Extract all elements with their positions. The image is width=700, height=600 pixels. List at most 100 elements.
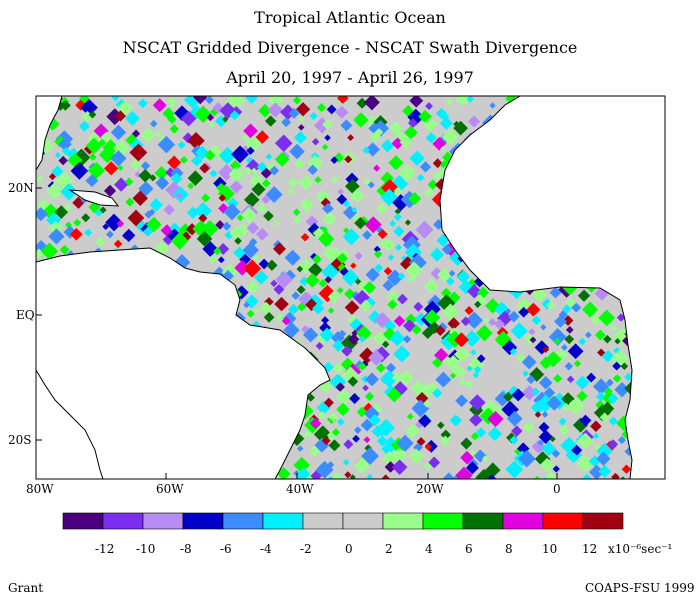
land-caribbean-islands bbox=[68, 189, 120, 207]
divergence-patch bbox=[269, 165, 280, 176]
divergence-patch bbox=[167, 114, 177, 124]
divergence-patch bbox=[321, 436, 331, 446]
divergence-patch bbox=[102, 139, 119, 156]
divergence-patch bbox=[298, 115, 305, 123]
divergence-patch bbox=[124, 177, 134, 187]
divergence-patch bbox=[335, 382, 345, 392]
divergence-patch bbox=[58, 137, 72, 151]
divergence-patch bbox=[268, 96, 284, 108]
colorbar-swatch bbox=[422, 512, 464, 530]
divergence-patch bbox=[60, 183, 78, 201]
divergence-patch bbox=[436, 233, 450, 247]
divergence-patch bbox=[102, 223, 109, 230]
divergence-patch bbox=[187, 131, 205, 150]
land-north-america bbox=[36, 96, 63, 171]
divergence-patch bbox=[344, 155, 353, 164]
divergence-patch bbox=[332, 472, 344, 479]
divergence-patch bbox=[492, 405, 504, 417]
divergence-patch bbox=[154, 130, 162, 138]
divergence-patch bbox=[489, 102, 496, 109]
divergence-patch bbox=[322, 211, 337, 227]
footer-credit: COAPS-FSU 1999 bbox=[585, 581, 695, 595]
divergence-patch bbox=[531, 315, 542, 326]
divergence-patch bbox=[45, 182, 64, 200]
divergence-patch bbox=[274, 151, 290, 167]
divergence-patch bbox=[36, 207, 48, 222]
divergence-patch bbox=[347, 134, 355, 142]
divergence-patch bbox=[393, 225, 405, 237]
divergence-patch bbox=[453, 120, 460, 128]
divergence-patch bbox=[342, 459, 350, 466]
divergence-patch bbox=[287, 187, 295, 196]
colorbar-swatch bbox=[62, 512, 104, 530]
divergence-patch bbox=[389, 220, 397, 227]
divergence-patch bbox=[363, 96, 380, 111]
divergence-patch bbox=[393, 315, 406, 327]
divergence-patch bbox=[241, 133, 249, 141]
divergence-patch bbox=[105, 213, 123, 232]
divergence-patch bbox=[295, 467, 313, 479]
divergence-patch bbox=[603, 335, 612, 344]
divergence-patch bbox=[263, 311, 275, 323]
divergence-patch bbox=[299, 198, 314, 213]
divergence-patch bbox=[474, 300, 482, 308]
title-line-1: Tropical Atlantic Ocean bbox=[254, 8, 446, 27]
divergence-patch bbox=[388, 155, 404, 171]
divergence-patch bbox=[473, 365, 482, 374]
divergence-patch bbox=[292, 208, 301, 217]
colorbar-units: x10⁻⁶sec⁻¹ bbox=[608, 542, 673, 556]
divergence-patch bbox=[152, 98, 167, 113]
divergence-patch bbox=[536, 395, 554, 413]
divergence-patch bbox=[449, 414, 462, 427]
divergence-patch bbox=[549, 435, 556, 443]
divergence-patch bbox=[45, 117, 60, 131]
divergence-patch bbox=[273, 283, 285, 295]
divergence-patch bbox=[217, 256, 225, 264]
divergence-patch bbox=[582, 301, 599, 318]
divergence-patch bbox=[103, 184, 117, 197]
divergence-patch bbox=[229, 110, 240, 121]
divergence-patch bbox=[261, 195, 271, 204]
divergence-patch bbox=[475, 427, 487, 438]
divergence-patch bbox=[605, 378, 614, 387]
divergence-patch bbox=[393, 131, 408, 145]
divergence-patch bbox=[534, 411, 542, 418]
divergence-patch bbox=[541, 441, 557, 457]
divergence-patch bbox=[546, 395, 562, 411]
divergence-patch bbox=[349, 474, 356, 479]
divergence-patch bbox=[424, 188, 434, 198]
divergence-patch bbox=[362, 146, 371, 154]
divergence-patch bbox=[419, 161, 432, 173]
x-tick-80w: 80W bbox=[26, 482, 54, 496]
divergence-patch bbox=[617, 436, 626, 445]
divergence-patch bbox=[288, 107, 300, 119]
divergence-patch bbox=[406, 413, 414, 420]
divergence-patch bbox=[326, 104, 337, 115]
divergence-patch bbox=[356, 406, 368, 418]
divergence-patch bbox=[376, 435, 388, 447]
divergence-patch bbox=[386, 290, 400, 304]
divergence-patch bbox=[58, 155, 68, 166]
divergence-patch bbox=[116, 219, 125, 228]
divergence-patch bbox=[258, 258, 270, 270]
divergence-patch bbox=[270, 279, 278, 288]
divergence-patch bbox=[470, 432, 479, 441]
divergence-patch bbox=[571, 302, 582, 313]
divergence-patch bbox=[98, 138, 107, 147]
divergence-patch bbox=[375, 422, 390, 437]
divergence-patch bbox=[384, 461, 397, 473]
divergence-patch bbox=[407, 275, 415, 283]
divergence-patch bbox=[336, 389, 352, 405]
divergence-patch bbox=[351, 206, 358, 213]
divergence-patch bbox=[327, 307, 335, 314]
divergence-patch bbox=[354, 278, 362, 285]
divergence-patch bbox=[564, 361, 574, 371]
divergence-patch bbox=[598, 464, 612, 478]
divergence-patch bbox=[473, 276, 486, 288]
divergence-patch bbox=[528, 328, 536, 336]
divergence-patch bbox=[348, 333, 360, 345]
divergence-patch bbox=[64, 204, 72, 212]
divergence-patch bbox=[349, 318, 364, 332]
divergence-patch bbox=[391, 459, 408, 475]
divergence-patch bbox=[267, 102, 283, 118]
